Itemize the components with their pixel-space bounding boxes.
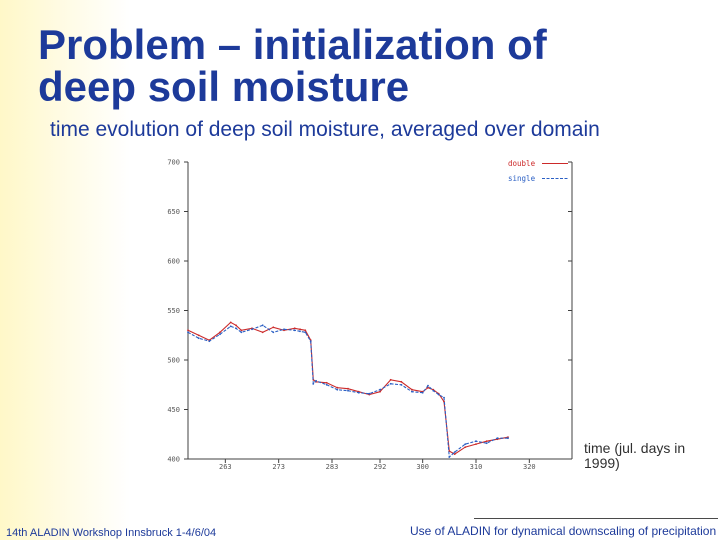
data-point-double — [240, 329, 243, 332]
data-point-single — [251, 328, 253, 331]
footer-workshop-info: 14th ALADIN Workshop Innsbruck 1-4/6/04 — [6, 527, 217, 539]
data-point-single — [304, 331, 307, 334]
y-tick-label: 600 — [167, 258, 180, 266]
legend-label-single: single — [508, 174, 536, 183]
data-point-single — [507, 437, 509, 440]
data-point-double — [261, 331, 264, 334]
y-tick-label: 650 — [167, 208, 180, 216]
data-point-double — [219, 331, 221, 334]
data-point-single — [389, 382, 392, 385]
data-point-double — [485, 440, 488, 443]
slide-title-line1: Problem – initialization of — [38, 21, 547, 68]
data-point-single — [283, 328, 285, 331]
series-line-single — [187, 324, 508, 459]
data-point-single — [235, 327, 237, 330]
data-point-double — [187, 329, 189, 332]
data-point-double — [229, 321, 232, 324]
data-point-single — [475, 440, 477, 443]
y-tick-label: 400 — [167, 456, 180, 464]
chart-svg: 400 450 500 550 600 650 700 263 273 283 292 300 310 3… — [167, 159, 573, 470]
data-point-double — [293, 327, 296, 330]
data-point-double — [325, 381, 328, 384]
y-tick-label: 450 — [167, 406, 180, 414]
data-point-double — [235, 324, 237, 327]
data-point-double — [379, 390, 381, 393]
data-point-single — [453, 451, 456, 453]
legend-label-double: double — [508, 159, 536, 168]
data-point-single — [229, 325, 232, 328]
slide-title: Problem – initialization of deep soil mo… — [38, 24, 547, 108]
data-point-double — [336, 386, 339, 389]
data-point-single — [357, 391, 360, 394]
data-point-single — [315, 379, 317, 382]
data-point-single — [400, 383, 403, 386]
x-tick-label: 310 — [470, 463, 483, 470]
data-point-double — [411, 388, 413, 391]
data-point-single — [347, 389, 349, 392]
x-axis-caption: time (jul. days in 1999) — [584, 440, 686, 471]
data-point-single — [312, 382, 315, 385]
x-tick-label: 273 — [272, 463, 285, 470]
data-point-single — [197, 337, 200, 340]
data-point-single — [368, 392, 371, 395]
data-point-single — [443, 396, 445, 399]
data-point-single — [437, 393, 440, 396]
x-tick-label: 263 — [219, 463, 232, 470]
data-point-double — [453, 453, 456, 455]
data-point-single — [421, 391, 424, 394]
data-point-double — [427, 386, 429, 389]
footer-divider — [474, 518, 718, 519]
data-point-double — [299, 328, 301, 331]
data-point-single — [379, 388, 381, 391]
y-tick-label: 550 — [167, 307, 180, 315]
data-point-single — [336, 388, 339, 391]
data-point-single — [299, 330, 301, 333]
data-point-double — [464, 446, 467, 448]
data-point-single — [427, 384, 429, 387]
soil-moisture-chart: 400 450 500 550 600 650 700 263 273 283 292 300 310 3… — [140, 152, 580, 470]
data-point-single — [485, 442, 488, 445]
data-point-double — [304, 329, 307, 332]
data-point-single — [293, 329, 296, 332]
data-point-single — [325, 383, 328, 386]
data-point-single — [496, 437, 499, 440]
x-tick-label: 292 — [374, 463, 387, 470]
data-point-single — [261, 324, 264, 327]
x-tick-label: 283 — [326, 463, 339, 470]
data-point-single — [448, 456, 451, 458]
data-point-single — [240, 331, 243, 334]
data-point-single — [464, 443, 467, 445]
data-point-single — [219, 333, 221, 336]
x-tick-label: 320 — [523, 463, 536, 470]
slide-title-line2: deep soil moisture — [38, 63, 410, 110]
data-point-single — [187, 331, 189, 334]
data-point-double — [389, 378, 392, 381]
data-point-double — [272, 326, 275, 329]
footer-talk-title: Use of ALADIN for dynamical downscaling … — [410, 524, 717, 538]
data-point-double — [400, 380, 403, 383]
data-point-double — [197, 334, 200, 337]
data-point-double — [347, 387, 349, 390]
data-point-single — [272, 331, 275, 334]
slide-subtitle: time evolution of deep soil moisture, av… — [50, 118, 600, 141]
y-tick-label: 700 — [167, 159, 180, 167]
data-point-single — [208, 340, 211, 343]
slide-side-glow — [0, 0, 130, 540]
data-point-single — [432, 389, 435, 392]
y-tick-label: 500 — [167, 357, 180, 365]
data-point-double — [475, 443, 477, 445]
data-point-single — [411, 390, 413, 393]
data-point-single — [309, 340, 312, 343]
x-tick-label: 300 — [416, 463, 429, 470]
